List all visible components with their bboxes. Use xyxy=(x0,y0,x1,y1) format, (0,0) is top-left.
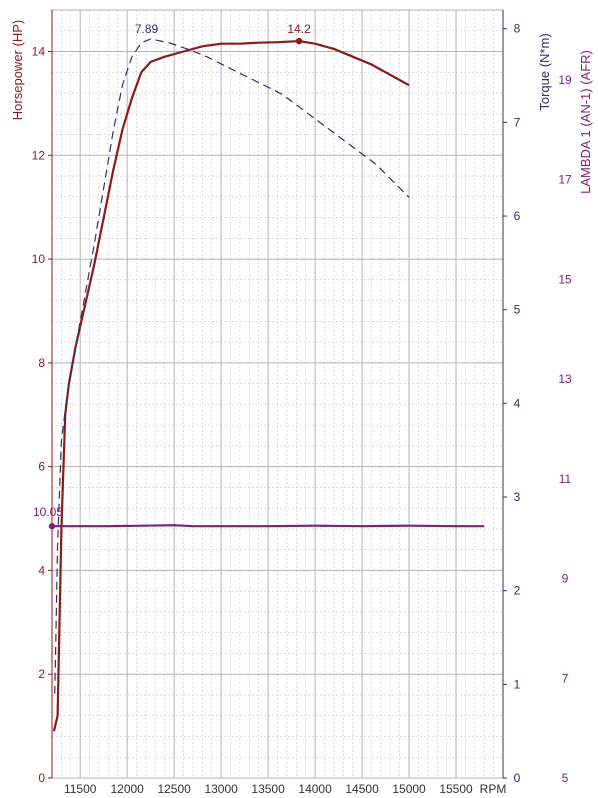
torque-tick-label: 4 xyxy=(514,396,521,410)
x-tick-label: 14500 xyxy=(345,782,379,796)
lambda-tick-label: 5 xyxy=(562,771,569,785)
hp-tick-label: 10 xyxy=(32,252,46,266)
lambda-series-line xyxy=(52,524,485,528)
hp-tick-label: 12 xyxy=(32,148,46,162)
hp-tick-label: 6 xyxy=(38,460,45,474)
x-tick-label: 15000 xyxy=(392,782,426,796)
hp-tick-label: 4 xyxy=(38,563,45,577)
x-tick-label: 12000 xyxy=(110,782,144,796)
x-tick-label: 13500 xyxy=(251,782,285,796)
torque-peak-label: 7.89 xyxy=(135,22,159,36)
annotations: 14.2 7.89 10.05 xyxy=(33,22,311,530)
x-tick-label: 15500 xyxy=(439,782,473,796)
lambda-tick-label: 19 xyxy=(558,73,572,87)
hp-peak-label: 14.2 xyxy=(287,22,311,36)
lambda-tick-label: 17 xyxy=(558,173,572,187)
torque-series-line xyxy=(54,38,410,694)
torque-tick-label: 0 xyxy=(514,771,521,785)
x-tick-label: 14000 xyxy=(298,782,332,796)
hp-peak-marker xyxy=(295,37,303,45)
lambda-tick-label: 13 xyxy=(558,372,572,386)
torque-axis-title: Torque (N*m) xyxy=(537,33,552,110)
hp-axis-title: Horsepower (HP) xyxy=(10,20,25,120)
torque-tick-label: 3 xyxy=(514,490,521,504)
lambda-tick-label: 15 xyxy=(558,272,572,286)
hp-tick-label: 0 xyxy=(38,771,45,785)
torque-tick-label: 2 xyxy=(514,584,521,598)
torque-tick-label: 1 xyxy=(514,677,521,691)
hp-tick-label: 2 xyxy=(38,667,45,681)
lambda-tick-label: 11 xyxy=(559,472,572,486)
x-tick-label: 11500 xyxy=(64,782,97,796)
grid xyxy=(51,9,504,779)
lambda-axis-title: LAMBDA 1 (AN-1) (AFR) xyxy=(578,50,593,194)
lambda-tick-label: 9 xyxy=(562,572,569,586)
lambda-peak-label: 10.05 xyxy=(33,505,63,519)
torque-tick-label: 5 xyxy=(514,303,521,317)
x-axis-title: RPM xyxy=(480,782,507,796)
lambda-tick-label: 7 xyxy=(562,671,569,685)
lambda-peak-marker xyxy=(48,522,56,530)
x-tick-label: 12500 xyxy=(157,782,191,796)
x-tick-label: 13000 xyxy=(204,782,238,796)
hp-tick-label: 14 xyxy=(32,45,46,59)
torque-tick-label: 6 xyxy=(514,209,521,223)
torque-tick-label: 7 xyxy=(514,115,521,129)
torque-tick-label: 8 xyxy=(514,22,521,36)
series xyxy=(52,38,485,732)
hp-tick-label: 8 xyxy=(38,356,45,370)
